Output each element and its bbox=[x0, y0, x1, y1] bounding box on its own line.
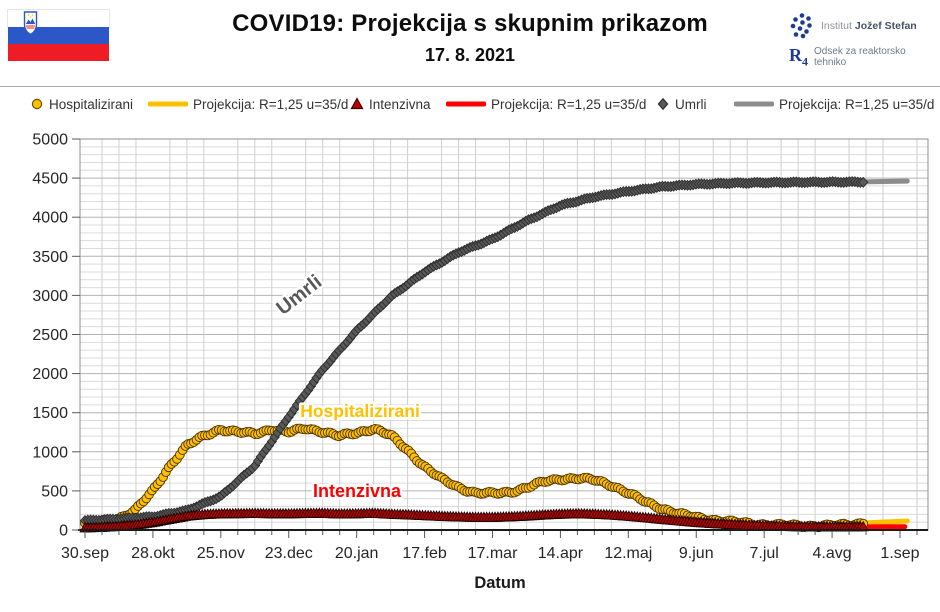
x-axis-labels: 30.sep 28.okt 25.nov 23.dec 20.jan 17.feb 17.m… bbox=[61, 545, 920, 562]
legend-label-projekcija-r-1-25-u-35-d: Projekcija: R=1,25 u=35/d bbox=[491, 96, 647, 112]
legend-circle-icon bbox=[31, 98, 43, 110]
chart-svg: 0 500 1000 1500 2000 2500 3000 3500 4000 4500 5000… bbox=[32, 132, 929, 592]
page-title: COVID19: Projekcija s skupnim prikazom bbox=[232, 10, 708, 37]
y-tick-label: 2500 bbox=[32, 327, 68, 344]
x-tick-label: 17.mar bbox=[468, 545, 518, 562]
flag-coat-of-arms-icon bbox=[23, 11, 38, 36]
legend-diamond-icon bbox=[657, 97, 669, 111]
chart: 0 500 1000 1500 2000 2500 3000 3500 4000 4500 5000… bbox=[0, 122, 940, 612]
x-tick-label: 7.jul bbox=[749, 545, 778, 562]
y-tick-label: 5000 bbox=[32, 132, 68, 149]
y-axis-labels: 0 500 1000 1500 2000 2500 3000 3500 4000 4500 5000 bbox=[32, 132, 68, 540]
legend-line-icon bbox=[446, 101, 486, 107]
x-tick-label: 12.maj bbox=[604, 545, 652, 562]
legend-label-hospitalizirani: Hospitalizirani bbox=[49, 96, 134, 112]
legend-label-intenzivna: Intenzivna bbox=[369, 96, 431, 112]
legend-item-projekcija-r-1-25-u-35-d: Projekcija: R=1,25 u=35/d bbox=[734, 94, 934, 114]
projection-lines bbox=[861, 178, 910, 530]
y-tick-label: 1500 bbox=[32, 405, 68, 422]
y-tick-label: 4000 bbox=[32, 210, 68, 227]
legend-item-intenzivna: Intenzivna bbox=[350, 94, 431, 114]
y-tick-label: 3500 bbox=[32, 249, 68, 266]
axis-ticks bbox=[72, 138, 918, 538]
flag-red-stripe bbox=[8, 44, 109, 61]
r4-logo: R4 bbox=[789, 45, 808, 69]
x-tick-label: 30.sep bbox=[61, 545, 109, 562]
chart-legend: Hospitalizirani Projekcija: R=1,25 u=35/d… bbox=[0, 94, 940, 114]
legend-item-umrli: Umrli bbox=[656, 94, 707, 114]
ijs-dots-icon bbox=[790, 13, 812, 39]
legend-item-projekcija-r-1-25-u-35-d: Projekcija: R=1,25 u=35/d bbox=[148, 94, 348, 114]
legend-label-projekcija-r-1-25-u-35-d: Projekcija: R=1,25 u=35/d bbox=[779, 96, 935, 112]
x-tick-label: 14.apr bbox=[538, 545, 584, 562]
x-tick-label: 25.nov bbox=[197, 545, 245, 562]
page-date: 17. 8. 2021 bbox=[424, 45, 516, 65]
legend-label-umrli: Umrli bbox=[675, 96, 707, 112]
projection-line-hospitalizirani bbox=[861, 518, 910, 526]
x-tick-label: 4.avg bbox=[813, 545, 852, 562]
y-tick-label: 2000 bbox=[32, 366, 68, 383]
x-tick-label: 20.jan bbox=[335, 545, 379, 562]
y-tick-label: 500 bbox=[41, 483, 68, 500]
header-separator bbox=[0, 86, 940, 87]
legend-item-projekcija-r-1-25-u-35-d: Projekcija: R=1,25 u=35/d bbox=[446, 94, 646, 114]
projection-line-umrli bbox=[861, 178, 910, 185]
legend-line-icon bbox=[148, 101, 188, 107]
x-tick-label: 1.sep bbox=[880, 545, 919, 562]
legend-item-hospitalizirani: Hospitalizirani bbox=[30, 94, 133, 114]
annotation-intenzivna: Intenzivna bbox=[313, 481, 402, 501]
legend-line-icon bbox=[734, 101, 774, 107]
ijs-logo: Institut Jožef Stefan R4 Odsek za reakto… bbox=[789, 12, 935, 75]
y-tick-label: 0 bbox=[59, 523, 68, 540]
y-tick-label: 4500 bbox=[32, 171, 68, 188]
institute-name: Jožef Stefan bbox=[854, 19, 917, 32]
x-tick-label: 28.okt bbox=[131, 545, 175, 562]
x-tick-label: 9.jun bbox=[679, 545, 714, 562]
series-umrli bbox=[79, 175, 869, 527]
x-tick-label: 23.dec bbox=[265, 545, 313, 562]
legend-label-projekcija-r-1-25-u-35-d: Projekcija: R=1,25 u=35/d bbox=[193, 96, 349, 112]
institute-prefix: Institut bbox=[821, 19, 852, 32]
legend-triangle-icon bbox=[350, 97, 364, 110]
x-axis-title: Datum bbox=[474, 574, 525, 592]
department-name: Odsek za reaktorsko tehniko bbox=[814, 46, 906, 68]
x-tick-label: 17.feb bbox=[402, 545, 447, 562]
annotation-hospitalizirani: Hospitalizirani bbox=[300, 401, 420, 421]
y-tick-label: 3000 bbox=[32, 288, 68, 305]
y-tick-label: 1000 bbox=[32, 444, 68, 461]
slovenia-flag bbox=[7, 9, 110, 61]
series-intenzivna bbox=[79, 507, 869, 533]
